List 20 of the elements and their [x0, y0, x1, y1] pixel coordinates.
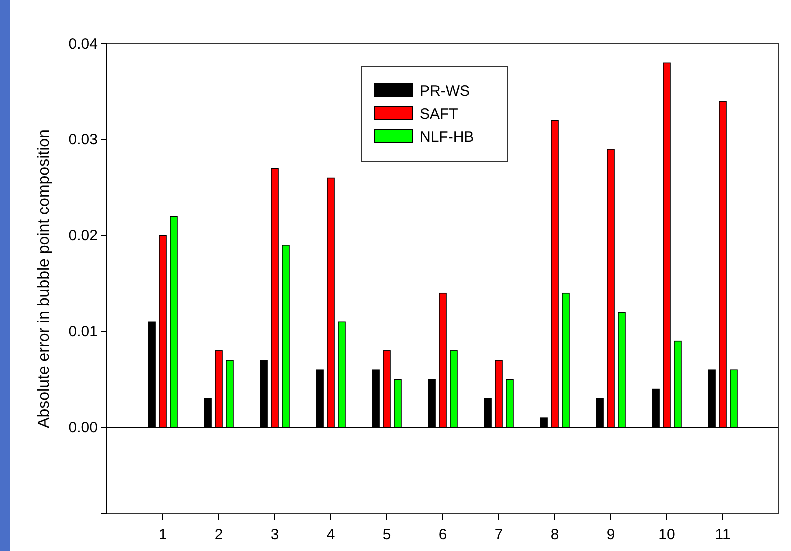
x-tick-label: 4 — [326, 526, 336, 544]
x-tick-label: 1 — [158, 526, 168, 544]
y-tick-label: 0.00 — [68, 419, 98, 436]
x-tick-label: 8 — [550, 526, 560, 544]
x-tick-label: 5 — [382, 526, 392, 544]
x-tick-label: 6 — [438, 526, 448, 544]
x-tick-label: 10 — [658, 526, 676, 544]
x-tick-label: 9 — [606, 526, 616, 544]
x-tick-label: 7 — [494, 526, 504, 544]
x-tick-label: 2 — [214, 526, 224, 544]
y-tick-label: 0.01 — [68, 324, 98, 341]
x-tick-label: 11 — [715, 526, 731, 544]
x-tick-label: 3 — [270, 526, 280, 544]
y-tick-label: 0.02 — [68, 228, 98, 245]
legend-label: PR-WS — [420, 83, 470, 100]
legend-label: NLF-HB — [420, 129, 474, 146]
y-axis-title: Absolute error in bubble point composition — [36, 130, 53, 428]
legend-label: SAFT — [420, 106, 458, 123]
y-tick-label: 0.04 — [68, 36, 98, 53]
y-tick-label: 0.03 — [68, 132, 98, 149]
